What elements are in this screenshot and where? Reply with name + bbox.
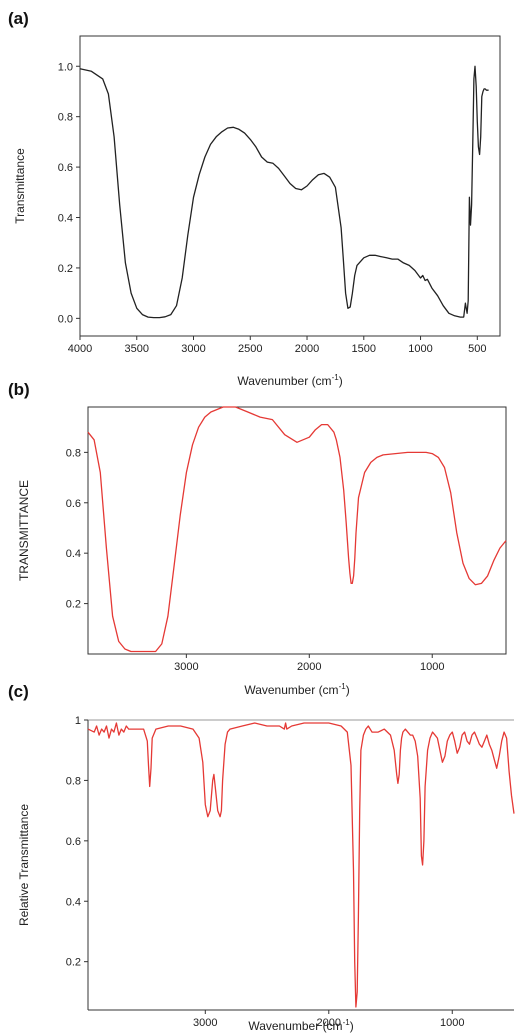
- y-tick-label: 0.2: [66, 957, 81, 969]
- y-tick-label: 0.4: [58, 213, 73, 225]
- x-tick-label: 2000: [317, 1017, 341, 1029]
- y-tick-label: 1.0: [58, 61, 73, 73]
- y-tick-label: 1: [75, 715, 81, 727]
- y-tick-label: 0.4: [66, 896, 81, 908]
- y-tick-label: 0.8: [66, 775, 81, 787]
- y-axis-title: Relative Transmittance: [17, 804, 31, 926]
- plot-frame: [87, 406, 507, 655]
- chart-panel-b: 3000 2000 1000 0.2 0.4 0.6 0.8 Wavenumber (cm-1…: [17, 406, 507, 697]
- x-tick-label: 500: [468, 343, 486, 355]
- x-tick-label: 3000: [193, 1017, 217, 1029]
- y-tick-label: 0.6: [66, 836, 81, 848]
- x-axis-title: Wavenumber (cm-1): [244, 682, 349, 697]
- y-axis-title: Transmittance: [13, 148, 27, 224]
- x-tick-label: 1000: [420, 661, 444, 673]
- x-tick-label: 2500: [238, 343, 262, 355]
- y-tick-label: 0.4: [66, 548, 81, 560]
- panel-label-c: (c): [8, 682, 29, 701]
- x-tick-label: 1500: [352, 343, 376, 355]
- spectrum-line: [79, 65, 489, 319]
- x-tick-label: 2000: [295, 343, 319, 355]
- x-tick-label: 3500: [125, 343, 149, 355]
- x-tick-label: 3000: [174, 661, 198, 673]
- y-tick-label: 0.8: [58, 112, 73, 124]
- x-tick-label: 1000: [440, 1017, 464, 1029]
- y-tick-label: 0.6: [58, 162, 73, 174]
- x-tick-label: 1000: [408, 343, 432, 355]
- x-tick-label: 4000: [68, 343, 92, 355]
- y-axis-title: TRANSMITTANCE: [17, 480, 31, 581]
- chart-panel-a: 4000 3500 3000 2500 2000 1500 1000 500 0.0 0.2 0.4…: [13, 35, 501, 388]
- y-tick-label: 0.2: [66, 599, 81, 611]
- panel-label-b: (b): [8, 380, 30, 399]
- y-tick-label: 0.6: [66, 498, 81, 510]
- spectrum-line: [87, 406, 507, 653]
- y-tick-label: 0.2: [58, 263, 73, 275]
- plot-frame: [79, 35, 501, 337]
- x-axis-title: Wavenumber (cm-1): [237, 373, 342, 388]
- x-tick-label: 3000: [181, 343, 205, 355]
- chart-panel-c: 3000 2000 1000 0.2 0.4 0.6 0.8 1 Wavenumber (cm-…: [17, 715, 515, 1033]
- y-tick-label: 0.0: [58, 313, 73, 325]
- x-axis-title: Wavenumber (cm-1): [248, 1018, 353, 1033]
- panel-label-a: (a): [8, 9, 29, 28]
- y-tick-label: 0.8: [66, 447, 81, 459]
- x-tick-label: 2000: [297, 661, 321, 673]
- spectrum-line: [87, 722, 515, 1008]
